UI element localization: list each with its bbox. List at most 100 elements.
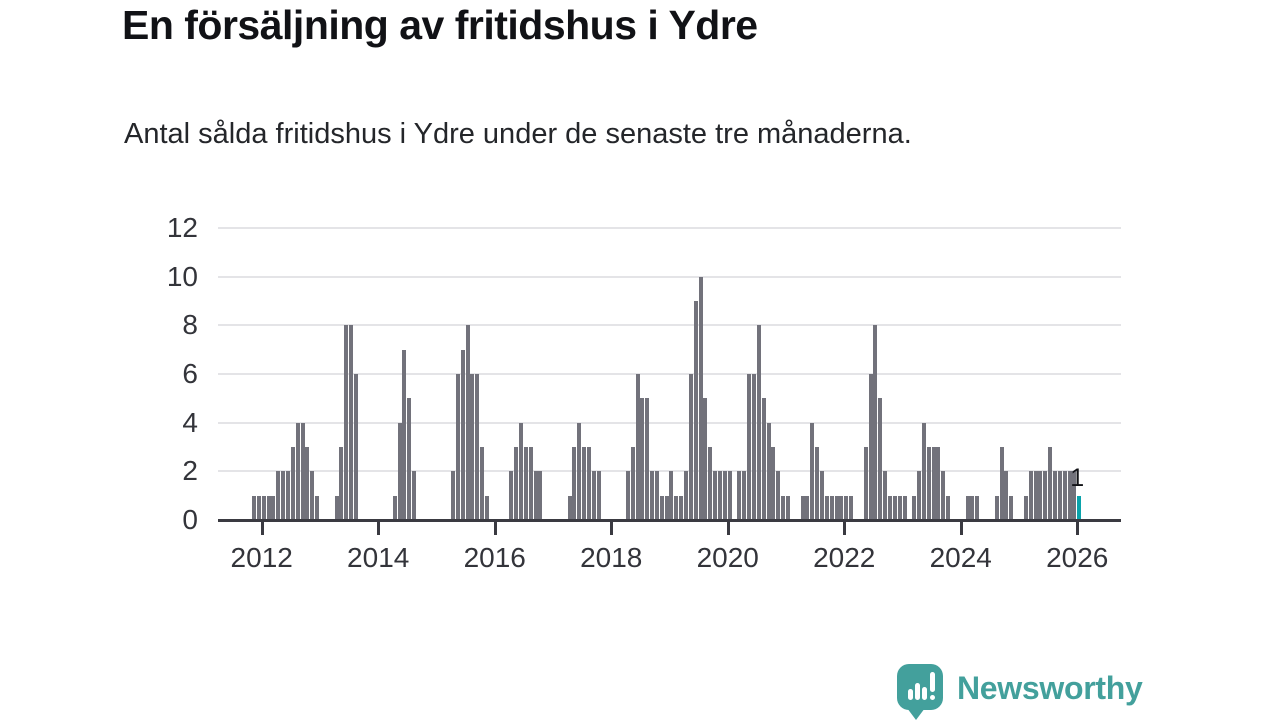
- highlighted-bar: [1077, 495, 1082, 520]
- bar: [1072, 471, 1077, 520]
- bar: [460, 349, 465, 520]
- y-axis-tick-label: 6: [182, 358, 198, 389]
- bar: [892, 495, 897, 520]
- bar: [781, 495, 786, 520]
- bar: [397, 422, 402, 520]
- bar: [752, 374, 756, 520]
- bar: [766, 422, 771, 520]
- bar: [1028, 471, 1033, 520]
- bar: [737, 471, 742, 520]
- bar: [868, 374, 873, 520]
- bar: [873, 325, 878, 520]
- bar: [1009, 495, 1014, 520]
- bar: [883, 471, 888, 520]
- page-title: En försäljning av fritidshus i Ydre: [122, 2, 758, 48]
- x-axis-tick-label: 2014: [347, 542, 410, 573]
- bar: [407, 398, 412, 520]
- bar: [722, 471, 727, 520]
- bar: [698, 276, 703, 520]
- bar: [1033, 471, 1038, 520]
- gridline-y12: [218, 227, 1121, 229]
- bar: [538, 471, 543, 520]
- bar: [1004, 471, 1009, 520]
- bar: [684, 471, 689, 520]
- bar: [252, 495, 256, 520]
- logo-chart-bar-3: [922, 687, 927, 700]
- bar: [810, 422, 815, 520]
- bar: [392, 495, 397, 520]
- bar: [485, 495, 490, 520]
- bar: [402, 349, 407, 520]
- bar: [674, 495, 679, 520]
- gridline-y6: [218, 373, 1121, 375]
- bar: [756, 325, 761, 520]
- bar: [261, 495, 266, 520]
- bar: [353, 374, 358, 520]
- bar: [412, 471, 417, 520]
- bar: [926, 447, 931, 520]
- x-axis-tick-label: 2016: [463, 542, 526, 573]
- bar: [931, 447, 936, 520]
- logo-chart-bar-2: [915, 683, 920, 700]
- bar: [266, 495, 271, 520]
- bar: [1023, 495, 1028, 520]
- bar: [334, 495, 339, 520]
- bar: [281, 471, 286, 520]
- bar: [829, 495, 834, 520]
- x-axis-tick-label: 2012: [230, 542, 293, 573]
- bar: [834, 495, 839, 520]
- bar: [630, 447, 635, 520]
- bar: [897, 495, 902, 520]
- x-axis-tick-label: 2018: [580, 542, 643, 573]
- bar: [577, 422, 582, 520]
- bar: [824, 495, 829, 520]
- y-axis-tick-label: 2: [182, 455, 198, 487]
- bar: [514, 447, 519, 520]
- logo-chart-bar-1: [908, 689, 913, 700]
- bar: [451, 471, 456, 520]
- bar: [567, 495, 572, 520]
- bar: [941, 471, 946, 520]
- bar: [344, 325, 349, 520]
- x-axis-tick: [843, 522, 847, 535]
- bar: [276, 471, 281, 520]
- bar: [771, 447, 776, 520]
- x-axis-tick: [1076, 522, 1080, 535]
- bar: [946, 495, 951, 520]
- bar: [800, 495, 805, 520]
- bar: [708, 447, 713, 520]
- x-axis-tick: [260, 522, 264, 535]
- bar: [878, 398, 883, 520]
- bar: [596, 471, 601, 520]
- x-axis-tick: [726, 522, 730, 535]
- bar: [635, 374, 640, 520]
- bar: [819, 471, 824, 520]
- bar: [1038, 471, 1043, 520]
- bar: [679, 495, 684, 520]
- bar: [761, 398, 766, 520]
- bar: [849, 495, 854, 520]
- highlight-value-label: 1: [1070, 463, 1085, 492]
- bar: [727, 471, 732, 520]
- bar: [295, 422, 300, 520]
- bar: [305, 447, 310, 520]
- gridline-y10: [218, 275, 1121, 278]
- bar: [509, 471, 514, 520]
- bar: [625, 471, 630, 520]
- logo-exclamation-dot: [930, 695, 935, 700]
- bar: [713, 471, 718, 520]
- x-axis-tick-label: 2024: [929, 542, 992, 573]
- bar: [285, 471, 290, 520]
- bar: [785, 495, 790, 520]
- bar: [693, 301, 698, 520]
- bar: [465, 325, 470, 520]
- bar: [455, 374, 460, 520]
- bar: [994, 495, 999, 520]
- bar: [1048, 447, 1053, 520]
- bar: [921, 422, 926, 520]
- bar: [256, 495, 261, 520]
- newsworthy-logo-icon: [897, 664, 943, 720]
- brand-name: Newsworthy: [957, 670, 1143, 706]
